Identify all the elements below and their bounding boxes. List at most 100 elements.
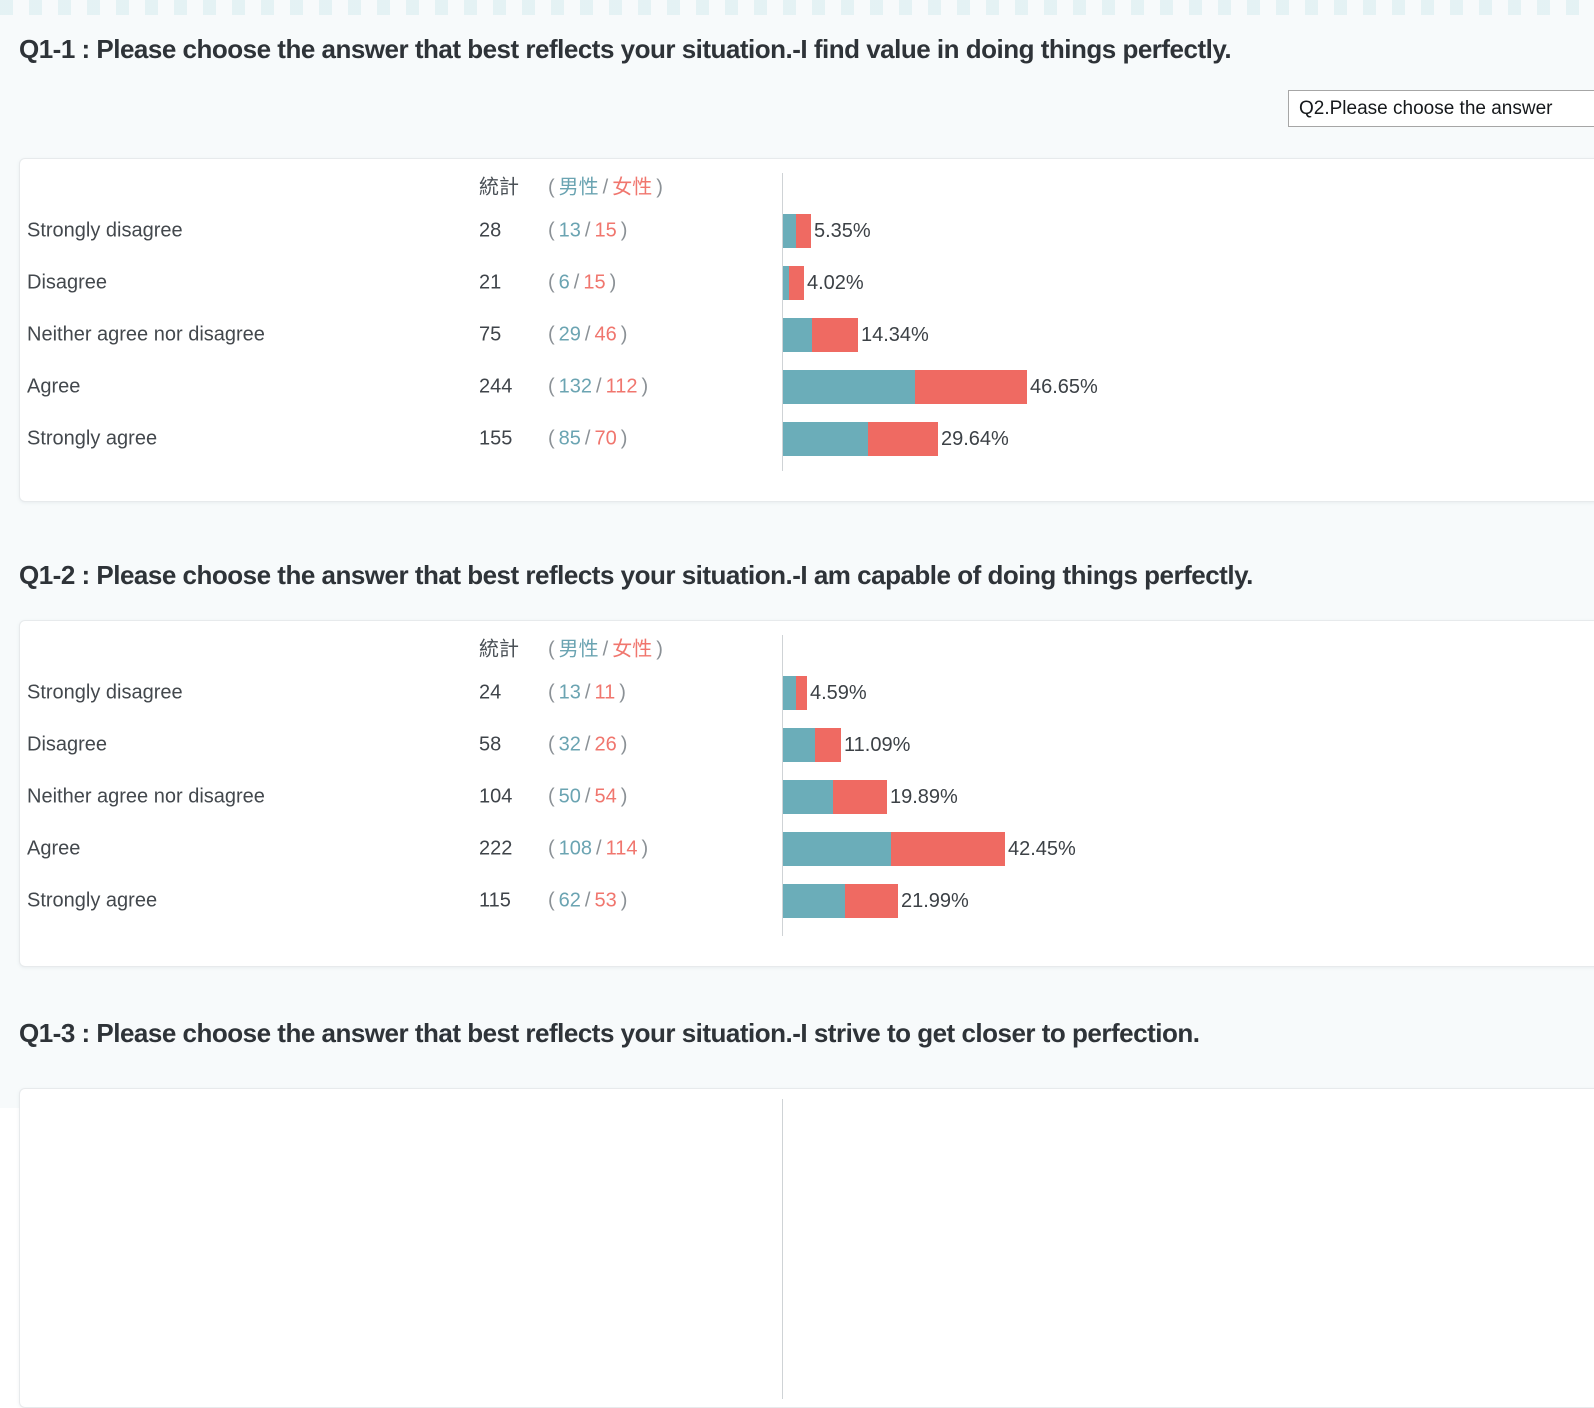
female-count: 26 (594, 733, 617, 756)
gender-counts: (13/15) (546, 220, 629, 243)
slash: / (596, 375, 602, 398)
table-row: Strongly agree 155 (85/70) 29.64% (20, 413, 1594, 465)
stacked-bar: 42.45% (783, 832, 1076, 866)
male-bar-segment (783, 214, 796, 248)
male-count: 50 (558, 785, 581, 808)
female-bar-segment (815, 728, 841, 762)
male-count: 6 (558, 271, 570, 294)
male-bar-segment (783, 832, 891, 866)
stacked-bar: 21.99% (783, 884, 969, 918)
table-body: Strongly disagree 24 (13/11) 4.59% Disag… (20, 667, 1594, 927)
percent-label: 11.09% (844, 733, 911, 756)
answer-label: Strongly agree (27, 889, 158, 912)
gender-counts: (108/114) (546, 838, 650, 861)
total-count: 104 (479, 785, 513, 808)
question-title-q1-3: Q1-3 : Please choose the answer that bes… (19, 1018, 1200, 1048)
percent-label: 4.59% (810, 681, 867, 704)
table-body: Strongly disagree 28 (13/15) 5.35% Disag… (20, 205, 1594, 465)
male-bar-segment (783, 266, 789, 300)
table-row: Strongly disagree 24 (13/11) 4.59% (20, 667, 1594, 719)
total-count: 58 (479, 733, 502, 756)
table-row: Neither agree nor disagree 75 (29/46) 14… (20, 309, 1594, 361)
percent-label: 4.02% (807, 271, 864, 294)
close-paren: ) (620, 219, 628, 242)
table-row: Disagree 21 (6/15) 4.02% (20, 257, 1594, 309)
answer-label: Strongly disagree (27, 219, 183, 242)
results-card-q1-3 (19, 1088, 1594, 1408)
female-bar-segment (796, 676, 807, 710)
male-count: 85 (558, 427, 581, 450)
chart-axis-line (782, 173, 783, 471)
percent-label: 29.64% (941, 427, 1009, 450)
table-row: Strongly agree 115 (62/53) 21.99% (20, 875, 1594, 927)
table-row: Agree 222 (108/114) 42.45% (20, 823, 1594, 875)
stacked-bar: 11.09% (783, 728, 910, 762)
close-paren: ) (609, 271, 617, 294)
male-count: 32 (558, 733, 581, 756)
slash: / (596, 837, 602, 860)
chart-axis-line (782, 1099, 783, 1399)
total-count: 115 (479, 889, 511, 912)
total-count: 244 (479, 375, 513, 398)
stacked-bar: 19.89% (783, 780, 958, 814)
close-paren: ) (641, 837, 649, 860)
stacked-bar: 29.64% (783, 422, 1009, 456)
gender-counts: (29/46) (546, 324, 629, 347)
open-paren: ( (548, 837, 555, 860)
open-paren: ( (548, 638, 555, 661)
close-paren: ) (620, 323, 628, 346)
chart-axis-line (782, 635, 783, 936)
gender-counts: (6/15) (546, 272, 618, 295)
stacked-bar: 14.34% (783, 318, 929, 352)
total-count: 24 (479, 681, 502, 704)
stacked-bar: 4.02% (783, 266, 864, 300)
close-paren: ) (620, 733, 628, 756)
open-paren: ( (548, 176, 555, 199)
percent-label: 14.34% (861, 323, 929, 346)
slash: / (584, 785, 591, 808)
close-paren: ) (619, 681, 626, 704)
total-count: 75 (479, 323, 502, 346)
stacked-bar: 46.65% (783, 370, 1098, 404)
stacked-bar: 4.59% (783, 676, 867, 710)
results-card-q1-2: 統計 (男性 / 女性) Strongly disagree 24 (13/11) … (19, 620, 1594, 967)
table-row: Disagree 58 (32/26) 11.09% (20, 719, 1594, 771)
open-paren: ( (548, 785, 555, 808)
slash: / (584, 733, 591, 756)
male-count: 29 (558, 323, 581, 346)
open-paren: ( (548, 681, 555, 704)
percent-label: 19.89% (890, 785, 958, 808)
male-bar-segment (783, 676, 796, 710)
female-bar-segment (833, 780, 887, 814)
open-paren: ( (548, 323, 555, 346)
female-count: 112 (605, 375, 638, 398)
total-count: 222 (479, 837, 513, 860)
open-paren: ( (548, 427, 555, 450)
percent-label: 42.45% (1008, 837, 1076, 860)
male-count: 108 (558, 837, 593, 860)
slash: / (584, 219, 591, 242)
total-count: 21 (479, 271, 502, 294)
percent-label: 5.35% (814, 219, 871, 242)
total-count: 155 (479, 427, 513, 450)
close-paren: ) (620, 889, 628, 912)
close-paren: ) (641, 375, 649, 398)
total-column-header: 統計 (479, 638, 519, 661)
open-paren: ( (548, 375, 555, 398)
answer-label: Disagree (27, 271, 108, 294)
gender-column-header: (男性 / 女性) (546, 633, 665, 662)
total-count: 28 (479, 219, 502, 242)
male-count: 13 (558, 219, 581, 242)
answer-label: Neither agree nor disagree (27, 323, 265, 346)
male-bar-segment (783, 370, 915, 404)
male-bar-segment (783, 728, 815, 762)
percent-label: 21.99% (901, 889, 969, 912)
percent-label: 46.65% (1030, 375, 1098, 398)
q2-question-selector[interactable]: Q2.Please choose the answer (1288, 90, 1594, 127)
slash: / (573, 271, 580, 294)
gender-counts: (32/26) (546, 734, 629, 757)
female-bar-segment (789, 266, 804, 300)
female-bar-segment (845, 884, 898, 918)
close-paren: ) (656, 638, 663, 661)
table-header: 統計 (男性 / 女性) (20, 627, 1594, 667)
